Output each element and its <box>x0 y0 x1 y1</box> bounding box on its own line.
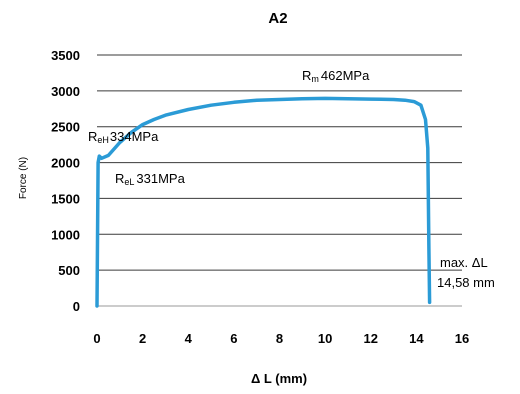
rel-symbol: R <box>115 171 124 186</box>
annotation-reh: ReH334MPa <box>88 129 159 145</box>
y-tick-2500: 2500 <box>51 120 80 135</box>
x-tick-8: 8 <box>276 331 283 346</box>
series-line-0 <box>95 96 432 308</box>
y-tick-2000: 2000 <box>51 156 80 171</box>
reh-symbol: R <box>88 129 97 144</box>
y-tick-3000: 3000 <box>51 84 80 99</box>
x-tick-12: 12 <box>364 331 378 346</box>
x-tick-0: 0 <box>93 331 100 346</box>
x-tick-6: 6 <box>230 331 237 346</box>
y-tick-labels: 0 500 1000 1500 2000 2500 3000 3500 <box>51 48 80 314</box>
rel-value: 331MPa <box>136 171 185 186</box>
svg-text:ReH334MPa: ReH334MPa <box>88 129 159 145</box>
reh-value: 334MPa <box>110 129 159 144</box>
x-tick-14: 14 <box>409 331 424 346</box>
rel-subscript: eL <box>124 177 134 187</box>
chart-title: A2 <box>268 10 287 27</box>
x-tick-16: 16 <box>455 331 469 346</box>
max-label-line2: 14,58 mm <box>437 275 495 290</box>
annotation-rel: ReL 331MPa <box>115 171 186 187</box>
rm-subscript: m <box>311 74 319 84</box>
x-tick-2: 2 <box>139 331 146 346</box>
y-tick-1500: 1500 <box>51 191 80 206</box>
x-tick-10: 10 <box>318 331 332 346</box>
y-tick-0: 0 <box>73 299 80 314</box>
y-tick-3500: 3500 <box>51 48 80 63</box>
annotation-rm: Rm 462MPa <box>302 68 370 84</box>
rm-symbol: R <box>302 68 311 83</box>
series-group <box>95 96 432 308</box>
y-axis-label: Force (N) <box>18 157 29 199</box>
y-tick-500: 500 <box>58 263 80 278</box>
x-tick-labels: 0 2 4 6 8 10 12 14 16 <box>93 331 469 346</box>
rm-value: 462MPa <box>321 68 370 83</box>
max-label-line1: max. ΔL <box>440 255 488 270</box>
x-axis-label: Δ L (mm) <box>251 371 307 386</box>
annotation-max-elongation: max. ΔL 14,58 mm <box>437 255 495 290</box>
grid-lines <box>97 54 462 271</box>
reh-subscript: eH <box>97 135 109 145</box>
x-tick-4: 4 <box>185 331 193 346</box>
y-tick-1000: 1000 <box>51 227 80 242</box>
